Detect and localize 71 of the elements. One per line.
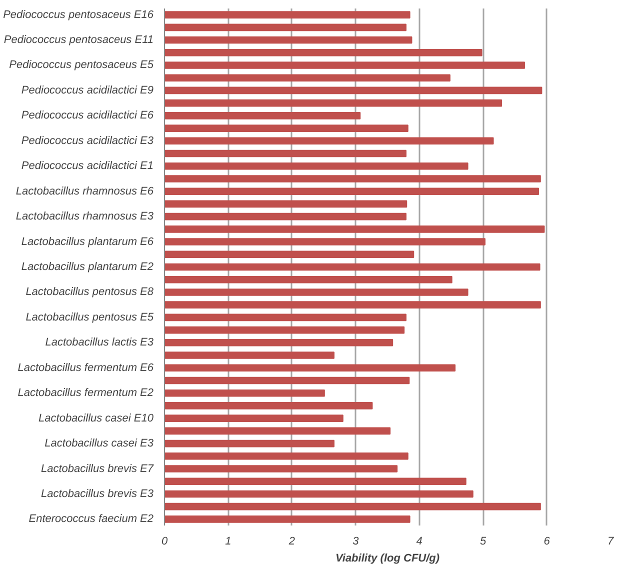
bar (164, 124, 408, 132)
bar (164, 62, 525, 69)
bar (164, 36, 412, 44)
bar (164, 74, 450, 82)
x-tick-label: 7 (607, 536, 614, 548)
y-tick-label: Pediococcus acidilactici E9 (21, 84, 154, 96)
x-tick-label: 4 (416, 536, 422, 548)
y-tick-label: Pediococcus acidilactici E1 (21, 160, 154, 172)
y-tick-label: Lactobacillus plantarum E2 (21, 261, 154, 273)
x-tick-label: 5 (480, 536, 488, 548)
bar (164, 238, 486, 246)
y-tick-label: Lactobacillus pentosus E5 (26, 311, 154, 324)
bar (164, 250, 414, 258)
x-axis-title: Viability (log CFU/g) (335, 552, 440, 564)
bar (164, 427, 391, 435)
y-tick-label: Lactobacillus casei E3 (44, 438, 154, 450)
bar (164, 162, 468, 170)
bar (164, 326, 405, 334)
y-tick-label: Lactobacillus plantarum E6 (21, 236, 154, 248)
bar (164, 364, 456, 372)
bar (164, 452, 408, 460)
bar (164, 112, 361, 120)
bar (164, 490, 474, 498)
y-tick-label: Lactobacillus rhamnosus E6 (16, 185, 154, 198)
y-tick-label: Lactobacillus pentosus E8 (26, 286, 154, 298)
bar (164, 376, 410, 384)
y-tick-label: Lactobacillus brevis E3 (40, 488, 154, 500)
x-tick-label: 3 (352, 536, 360, 548)
bar (164, 465, 398, 472)
y-tick-label: Lactobacillus brevis E7 (40, 462, 154, 475)
bar (164, 339, 394, 346)
bar (164, 137, 494, 145)
bar (164, 276, 452, 284)
bar (164, 24, 406, 32)
bar (164, 150, 406, 158)
y-tick-label: Enterococcus faecium E2 (28, 513, 154, 526)
bar (164, 188, 540, 195)
bar (164, 226, 545, 233)
y-tick-label: Lactobacillus casei E10 (38, 412, 154, 424)
bar (164, 389, 325, 397)
bar (164, 11, 410, 18)
bar (164, 516, 410, 523)
x-tick-label: 6 (544, 536, 551, 548)
bar (164, 200, 408, 208)
y-tick-label: Pediococcus acidilactici E6 (21, 110, 154, 122)
bar (164, 414, 344, 422)
y-tick-label: Lactobacillus lactis E3 (45, 336, 154, 349)
bar (164, 86, 542, 94)
bar (164, 502, 541, 510)
bar (164, 99, 502, 107)
bar (164, 288, 468, 296)
y-tick-label: Lactobacillus rhamnosus E3 (16, 210, 154, 223)
bar (164, 314, 406, 322)
y-tick-label: Pediococcus pentosaceus E5 (9, 59, 154, 72)
bar (164, 301, 541, 308)
bar (164, 352, 334, 359)
y-tick-label: Pediococcus pentosaceus E11 (4, 34, 154, 46)
y-tick-label: Lactobacillus fermentum E2 (18, 387, 154, 400)
bar (164, 263, 540, 271)
x-tick-label: 0 (161, 536, 168, 548)
bar (164, 402, 373, 410)
bar (164, 478, 466, 486)
x-tick-label: 2 (288, 536, 295, 548)
bar (164, 440, 334, 448)
x-tick-label: 1 (225, 536, 232, 548)
y-tick-label: Lactobacillus fermentum E6 (18, 362, 154, 374)
bar (164, 175, 541, 182)
y-tick-label: Pediococcus acidilactici E3 (21, 134, 154, 147)
bar (164, 212, 406, 220)
y-tick-label: Pediococcus pentosaceus E16 (3, 8, 154, 21)
bar (164, 48, 482, 56)
